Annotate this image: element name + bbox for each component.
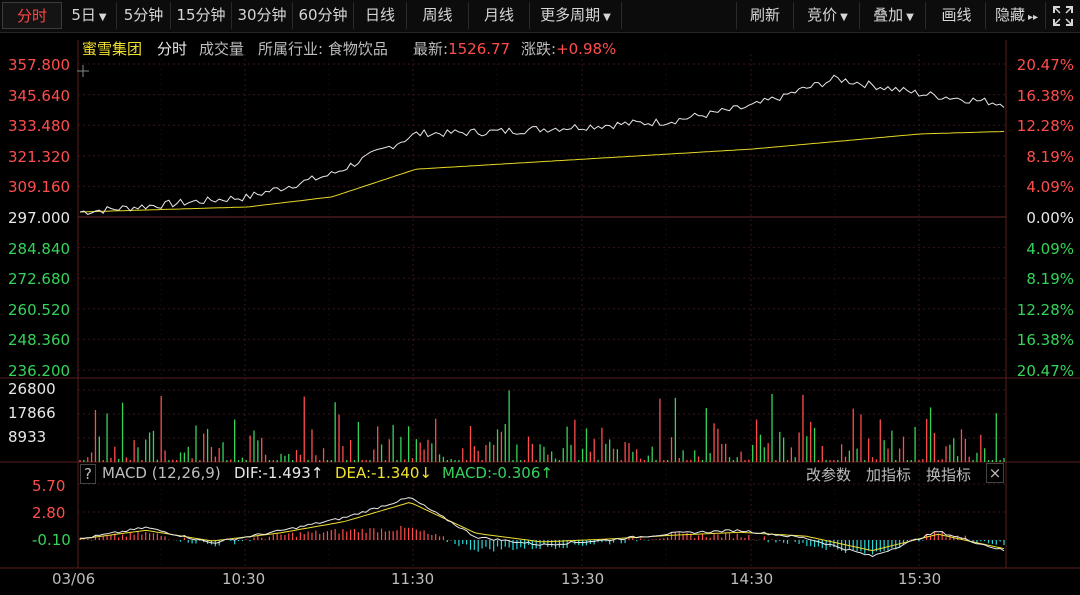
time-tick-label: 13:30 [561, 570, 605, 588]
price-tick-label: 333.480 [8, 117, 71, 136]
fullscreen-icon [1053, 6, 1073, 26]
dea-line [79, 502, 1005, 552]
price-tick-label: 357.800 [8, 56, 71, 74]
chevron-down-icon: ▼ [603, 12, 611, 23]
percent-tick-label: 4.09% [1026, 239, 1074, 258]
price-line [79, 74, 1005, 215]
macd-title[interactable]: MACD (12,26,9) [102, 464, 221, 482]
macd-value: MACD:-0.306↑ [442, 464, 553, 482]
tab-period-7[interactable]: 周线 [407, 2, 469, 29]
price-tick-label: 297.000 [8, 209, 71, 227]
tool-label: 叠加 [873, 6, 904, 24]
percent-tick-label: 20.47% [1016, 56, 1074, 74]
tab-label: 更多周期 [540, 6, 601, 24]
fullscreen-button[interactable] [1048, 2, 1078, 29]
tool-button-3[interactable]: 画线 [928, 2, 986, 29]
percent-tick-label: 12.28% [1016, 117, 1074, 136]
macd-tick-label: -0.10 [32, 531, 71, 549]
time-tick-label: 11:30 [391, 570, 435, 588]
change-params-button[interactable]: 改参数 [806, 466, 852, 484]
tab-period-0[interactable]: 分时 [2, 2, 62, 29]
tool-button-1[interactable]: 竞价 ▼ [796, 2, 860, 29]
time-tick-label: 10:30 [222, 570, 266, 588]
tab-period-6[interactable]: 日线 [354, 2, 407, 29]
stock-name: 蜜雪集团 [82, 40, 143, 58]
tab-period-2[interactable]: 5分钟 [117, 2, 171, 29]
tool-button-4[interactable]: 隐藏 ▸▸ [988, 2, 1046, 29]
time-tick-label: 15:30 [898, 570, 942, 588]
macd-tick-label: 5.70 [32, 477, 66, 495]
time-tick-label: 14:30 [730, 570, 774, 588]
crosshair-icon[interactable] [76, 64, 90, 78]
tab-label: 5日 [71, 6, 96, 24]
tool-label: 竞价 [807, 6, 838, 24]
dif-line [79, 497, 1005, 558]
price-tick-label: 248.360 [8, 331, 71, 350]
tool-button-0[interactable]: 刷新 [736, 2, 794, 29]
switch-indicator-button[interactable]: 换指标 [926, 466, 972, 484]
collapse-arrow-icon: ▸▸ [1027, 12, 1039, 23]
percent-tick-label: 12.28% [1016, 300, 1074, 319]
tool-button-2[interactable]: 叠加 ▼ [862, 2, 926, 29]
tool-label: 隐藏 [994, 6, 1025, 24]
tab-label: 日线 [364, 6, 395, 24]
volume-label: 成交量 [199, 40, 245, 58]
help-icon[interactable]: ? [80, 464, 96, 484]
percent-tick-label: 0.00% [1026, 209, 1074, 227]
price-tick-label: 272.680 [8, 270, 71, 289]
tool-label: 刷新 [749, 6, 780, 24]
volume-tick-label: 26800 [8, 380, 56, 398]
tab-period-3[interactable]: 15分钟 [171, 2, 232, 29]
close-indicator-button[interactable]: × [986, 463, 1004, 483]
tab-label: 月线 [483, 6, 514, 24]
price-tick-label: 284.840 [8, 239, 71, 258]
add-indicator-button[interactable]: 加指标 [866, 466, 912, 484]
volume-tick-label: 8933 [8, 428, 47, 446]
tab-period-9[interactable]: 更多周期 ▼ [530, 2, 622, 29]
tab-period-1[interactable]: 5日 ▼ [62, 2, 117, 29]
tab-label: 30分钟 [237, 6, 287, 24]
latest-price: 最新:1526.77 [413, 40, 511, 58]
dif-value: DIF:-1.493↑ [234, 464, 324, 482]
dea-value: DEA:-1.340↓ [335, 464, 433, 482]
price-tick-label: 345.640 [8, 86, 71, 105]
percent-tick-label: 8.19% [1026, 270, 1074, 289]
tab-label: 分时 [16, 7, 47, 25]
tab-label: 周线 [422, 6, 453, 24]
chart-mode: 分时 [157, 40, 188, 58]
chevron-down-icon: ▼ [906, 12, 914, 23]
price-tick-label: 321.320 [8, 147, 71, 166]
period-toolbar: 分时 5日 ▼ 5分钟 15分钟 30分钟 60分钟 日线 周线 月线 更多周期 ▼ 刷新 竞价 ▼ 叠加 ▼… [0, 0, 1080, 33]
percent-tick-label: 8.19% [1026, 147, 1074, 166]
price-tick-label: 309.160 [8, 178, 71, 197]
change-percent: 涨跌:+0.98% [521, 40, 617, 58]
macd-tick-label: 2.80 [32, 504, 66, 522]
price-tick-label: 260.520 [8, 300, 71, 319]
tab-period-8[interactable]: 月线 [469, 2, 530, 29]
chevron-down-icon: ▼ [840, 12, 848, 23]
tab-period-4[interactable]: 30分钟 [232, 2, 293, 29]
tab-label: 60分钟 [298, 6, 348, 24]
percent-tick-label: 16.38% [1016, 331, 1074, 350]
percent-tick-label: 4.09% [1026, 178, 1074, 197]
industry-label: 所属行业: 食物饮品 [258, 40, 388, 58]
tab-label: 15分钟 [176, 6, 226, 24]
chevron-down-icon: ▼ [98, 12, 107, 23]
price-tick-label: 236.200 [8, 362, 71, 380]
percent-tick-label: 20.47% [1016, 362, 1074, 380]
tab-period-5[interactable]: 60分钟 [293, 2, 354, 29]
tool-label: 画线 [941, 6, 972, 24]
average-price-line [79, 130, 1005, 213]
time-tick-label: 03/06 [52, 570, 96, 588]
volume-tick-label: 17866 [8, 404, 56, 422]
percent-tick-label: 16.38% [1016, 86, 1074, 105]
tab-label: 5分钟 [123, 6, 164, 24]
